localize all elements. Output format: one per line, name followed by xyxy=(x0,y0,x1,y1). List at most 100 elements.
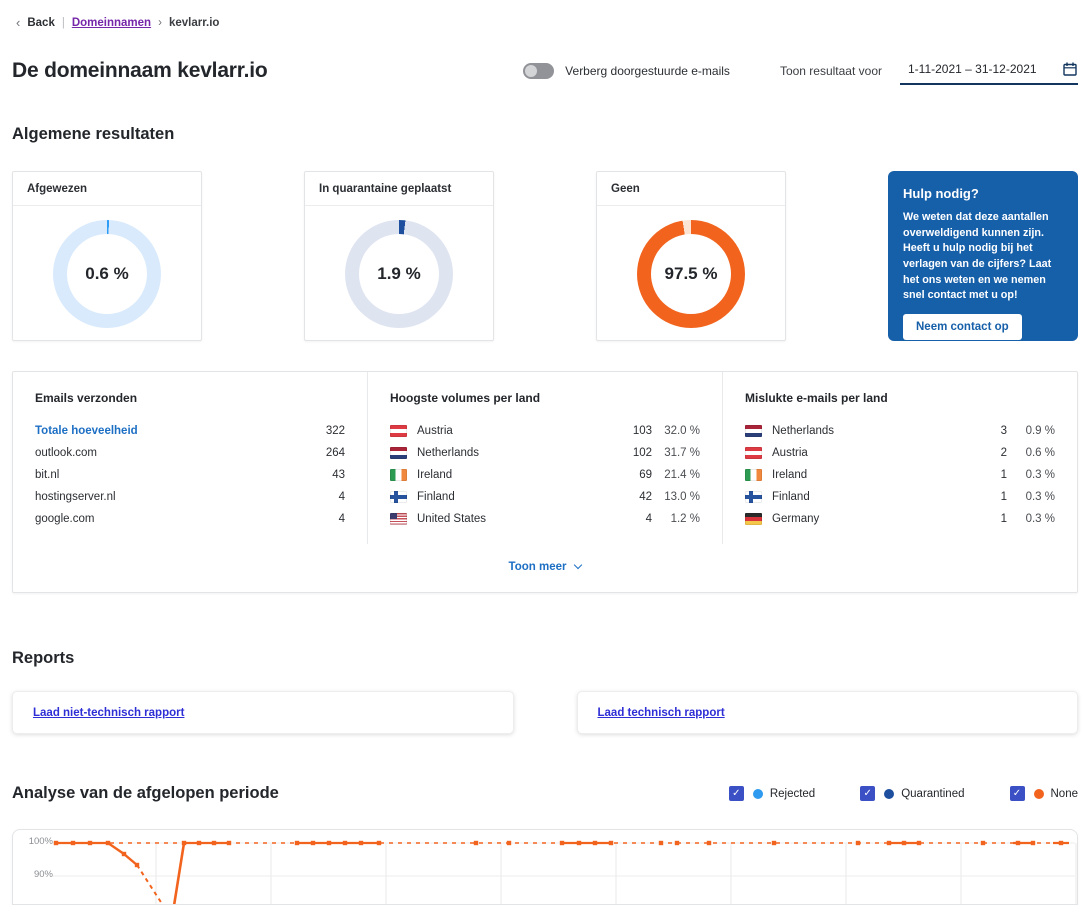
emails-sent-title: Emails verzonden xyxy=(35,391,138,405)
page-title: De domeinnaam kevlarr.io xyxy=(12,58,268,82)
help-card-body: We weten dat deze aantallen overweldigen… xyxy=(903,211,1052,302)
none-checkbox[interactable] xyxy=(1009,786,1025,801)
help-card: Hulp nodig? We weten dat deze aantallen … xyxy=(888,171,1078,341)
breadcrumb-divider: | xyxy=(61,16,65,29)
card-quarantined: In quarantaine geplaatst 1.9 % xyxy=(304,171,494,341)
flag-ireland-icon xyxy=(745,469,762,481)
breadcrumb-link-domeinnamen[interactable]: Domeinnamen xyxy=(71,16,152,29)
technical-report-card: Laad technisch rapport xyxy=(576,691,1078,734)
legend-label: Rejected xyxy=(769,787,816,800)
row-value: 4 xyxy=(338,513,345,525)
quarantined-percentage: 1.9 % xyxy=(359,233,439,314)
country-name: Netherlands xyxy=(417,447,480,459)
row-count: 1 xyxy=(1000,491,1007,503)
card-none-title: Geen xyxy=(597,172,785,206)
rejected-checkbox[interactable] xyxy=(728,786,744,801)
flag-ireland-icon xyxy=(390,469,407,481)
table-row: bit.nl 43 xyxy=(35,464,345,486)
row-percent: 21.4 % xyxy=(664,469,700,481)
hide-forwarded-toggle-group: Verberg doorgestuurde e-mails xyxy=(523,62,730,79)
row-count: 102 xyxy=(632,447,652,459)
failed-emails-column: Mislukte e-mails per land Netherlands 3 … xyxy=(722,372,1077,544)
row-value: 264 xyxy=(325,447,345,459)
y-axis-tick-100: 100% xyxy=(28,836,53,847)
row-percent: 0.3 % xyxy=(1025,513,1055,525)
flag-netherlands-icon xyxy=(390,447,407,459)
table-row: Netherlands 102 31.7 % xyxy=(390,442,700,464)
row-percent: 13.0 % xyxy=(664,491,700,503)
contact-button[interactable]: Neem contact op xyxy=(903,313,1022,340)
row-count: 103 xyxy=(632,425,652,437)
row-label: bit.nl xyxy=(35,469,60,481)
reports-cards: Laad niet-technisch rapport Laad technis… xyxy=(12,691,1078,734)
chart-legend: Rejected Quarantined None xyxy=(728,786,1079,801)
row-percent: 1.2 % xyxy=(670,513,700,525)
table-row: Austria 2 0.6 % xyxy=(745,442,1055,464)
row-label: outlook.com xyxy=(35,447,98,459)
section-title-reports: Reports xyxy=(12,649,75,667)
rejected-donut-chart: 0.6 % xyxy=(53,219,161,328)
row-count: 1 xyxy=(1000,469,1007,481)
calendar-icon[interactable] xyxy=(1063,62,1077,76)
help-card-title: Hulp nodig? xyxy=(903,186,979,201)
flag-finland-icon xyxy=(390,491,407,503)
table-row: hostingserver.nl 4 xyxy=(35,486,345,508)
emails-sent-column: Emails verzonden Totale hoeveelheid 322 … xyxy=(13,372,367,544)
country-name: Finland xyxy=(417,491,455,503)
breadcrumb: ‹ Back | Domeinnamen › kevlarr.io xyxy=(0,0,1090,30)
table-row: outlook.com 264 xyxy=(35,442,345,464)
breadcrumb-current: kevlarr.io xyxy=(168,16,220,29)
card-rejected: Afgewezen 0.6 % xyxy=(12,171,202,341)
row-label: google.com xyxy=(35,513,95,525)
row-count: 2 xyxy=(1000,447,1007,459)
table-row: Ireland 1 0.3 % xyxy=(745,464,1055,486)
rejected-percentage: 0.6 % xyxy=(67,233,147,314)
technical-report-link[interactable]: Laad technisch rapport xyxy=(597,707,725,719)
legend-label: Quarantined xyxy=(901,787,965,800)
row-value: 43 xyxy=(332,469,345,481)
hide-forwarded-toggle[interactable] xyxy=(523,62,555,79)
back-link[interactable]: Back xyxy=(27,16,55,29)
country-name: Austria xyxy=(772,447,808,459)
toggle-knob xyxy=(525,64,538,77)
none-dot-icon xyxy=(1033,788,1044,799)
country-name: United States xyxy=(417,513,487,525)
flag-austria-icon xyxy=(390,425,407,437)
quarantined-donut-chart: 1.9 % xyxy=(345,219,453,328)
highest-volumes-column: Hoogste volumes per land Austria 103 32.… xyxy=(367,372,722,544)
row-value: 4 xyxy=(338,491,345,503)
period-analysis-chart: 100% 90% xyxy=(12,829,1078,905)
flag-germany-icon xyxy=(745,513,762,525)
quarantined-checkbox[interactable] xyxy=(860,786,876,801)
rejected-dot-icon xyxy=(752,788,763,799)
non-technical-report-link[interactable]: Laad niet-technisch rapport xyxy=(33,707,185,719)
section-title-analysis: Analyse van de afgelopen periode xyxy=(12,784,279,802)
section-title-general: Algemene resultaten xyxy=(12,125,175,143)
legend-label: None xyxy=(1050,787,1079,800)
date-range-field[interactable] xyxy=(900,56,1078,85)
country-name: Germany xyxy=(772,513,820,525)
row-percent: 31.7 % xyxy=(664,447,700,459)
legend-item-none: None xyxy=(1009,786,1079,801)
row-count: 3 xyxy=(1000,425,1007,437)
date-range-input[interactable] xyxy=(908,62,1063,76)
general-results-cards: Afgewezen 0.6 % In quarantaine geplaatst… xyxy=(12,171,1078,341)
total-amount-link[interactable]: Totale hoeveelheid xyxy=(35,425,138,437)
show-more-button[interactable]: Toon meer xyxy=(509,560,583,573)
table-row: Austria 103 32.0 % xyxy=(390,420,700,442)
card-quarantined-title: In quarantaine geplaatst xyxy=(305,172,493,206)
country-name: Ireland xyxy=(417,469,453,481)
failed-emails-title: Mislukte e-mails per land xyxy=(745,391,888,405)
table-row: google.com 4 xyxy=(35,508,345,530)
table-row: Ireland 69 21.4 % xyxy=(390,464,700,486)
card-none: Geen 97.5 % xyxy=(596,171,786,341)
country-name: Austria xyxy=(417,425,453,437)
legend-item-quarantined: Quarantined xyxy=(860,786,965,801)
row-value: 322 xyxy=(325,425,345,437)
table-row: Totale hoeveelheid 322 xyxy=(35,420,345,442)
country-name: Ireland xyxy=(772,469,808,481)
quarantined-dot-icon xyxy=(884,788,895,799)
table-row: Finland 42 13.0 % xyxy=(390,486,700,508)
flag-austria-icon xyxy=(745,447,762,459)
breadcrumb-separator-icon: › xyxy=(158,16,162,29)
